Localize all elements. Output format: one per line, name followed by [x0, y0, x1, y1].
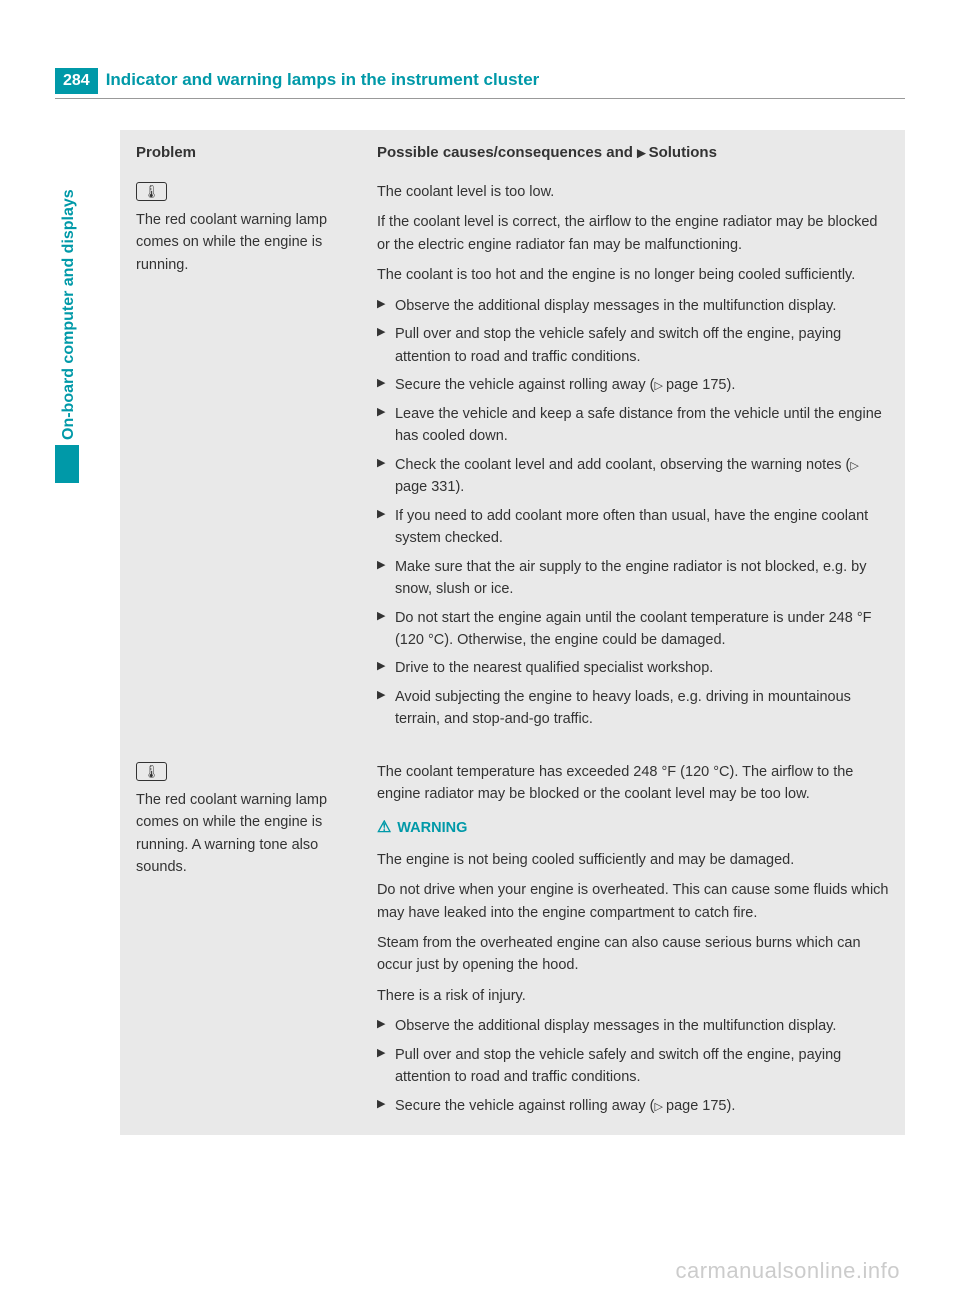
step-item: Make sure that the air supply to the eng…	[377, 556, 889, 601]
page-number: 284	[55, 68, 98, 94]
step-item: Observe the additional display messages …	[377, 295, 889, 317]
table-row: 🌡 The red coolant warning lamp comes on …	[120, 749, 905, 1135]
step-suffix: ).	[726, 377, 735, 393]
solution-cell: The coolant level is too low. If the coo…	[377, 181, 889, 737]
watermark: carmanualsonline.info	[675, 1258, 900, 1284]
step-item: Observe the additional display messages …	[377, 1015, 889, 1037]
page-title: Indicator and warning lamps in the instr…	[106, 70, 540, 90]
step-text: Check the coolant level and add coolant,…	[395, 457, 850, 473]
problem-cell: 🌡 The red coolant warning lamp comes on …	[136, 761, 377, 1123]
step-item: Leave the vehicle and keep a safe distan…	[377, 403, 889, 448]
step-item: Pull over and stop the vehicle safely an…	[377, 1044, 889, 1089]
table-row: 🌡 The red coolant warning lamp comes on …	[120, 175, 905, 749]
coolant-warning-icon: 🌡	[136, 762, 167, 781]
solution-para: If the coolant level is correct, the air…	[377, 211, 889, 256]
warning-para: There is a risk of injury.	[377, 985, 889, 1007]
problem-text: The red coolant warning lamp comes on wh…	[136, 209, 365, 276]
warning-para: Do not drive when your engine is overhea…	[377, 879, 889, 924]
header-problem: Problem	[136, 144, 377, 161]
page-ref: page 175	[654, 1098, 726, 1114]
step-list: Observe the additional display messages …	[377, 295, 889, 731]
step-list: Observe the additional display messages …	[377, 1015, 889, 1117]
content-panel: Problem Possible causes/consequences and…	[120, 130, 905, 1135]
troubleshoot-table: Problem Possible causes/consequences and…	[120, 130, 905, 1135]
table-header-row: Problem Possible causes/consequences and…	[120, 130, 905, 175]
step-suffix: ).	[455, 479, 464, 495]
solutions-arrow-icon: ▶	[637, 148, 649, 160]
header-solution-prefix: Possible causes/consequences and	[377, 144, 633, 161]
header-solution-suffix: Solutions	[649, 144, 717, 161]
sidebar-tab: On-board computer and displays	[55, 130, 85, 480]
step-item: Pull over and stop the vehicle safely an…	[377, 323, 889, 368]
step-suffix: ).	[726, 1098, 735, 1114]
step-text: Secure the vehicle against rolling away …	[395, 1098, 655, 1114]
step-item: Check the coolant level and add coolant,…	[377, 454, 889, 499]
step-item: Secure the vehicle against rolling away …	[377, 374, 889, 396]
sidebar-block	[55, 445, 79, 483]
page-header: 284 Indicator and warning lamps in the i…	[55, 68, 905, 94]
warning-label: WARNING	[397, 817, 467, 839]
header-rule	[55, 98, 905, 99]
solution-para: The coolant is too hot and the engine is…	[377, 264, 889, 286]
header-solution: Possible causes/consequences and ▶ Solut…	[377, 144, 889, 161]
warning-para: Steam from the overheated engine can als…	[377, 932, 889, 977]
step-item: Drive to the nearest qualified specialis…	[377, 657, 889, 679]
page-ref: page 175	[654, 377, 726, 393]
step-item: If you need to add coolant more often th…	[377, 505, 889, 550]
problem-text: The red coolant warning lamp comes on wh…	[136, 789, 365, 879]
step-item: Secure the vehicle against rolling away …	[377, 1095, 889, 1117]
warning-para: The engine is not being cooled sufficien…	[377, 849, 889, 871]
step-item: Avoid subjecting the engine to heavy loa…	[377, 686, 889, 731]
step-text: Secure the vehicle against rolling away …	[395, 377, 655, 393]
warning-header: ⚠ WARNING	[377, 816, 889, 841]
solution-para: The coolant level is too low.	[377, 181, 889, 203]
solution-cell: The coolant temperature has exceeded 248…	[377, 761, 889, 1123]
solution-para: The coolant temperature has exceeded 248…	[377, 761, 889, 806]
problem-cell: 🌡 The red coolant warning lamp comes on …	[136, 181, 377, 737]
sidebar-label: On-board computer and displays	[60, 130, 78, 440]
coolant-warning-icon: 🌡	[136, 182, 167, 201]
step-item: Do not start the engine again until the …	[377, 607, 889, 652]
warning-triangle-icon: ⚠	[377, 816, 391, 841]
